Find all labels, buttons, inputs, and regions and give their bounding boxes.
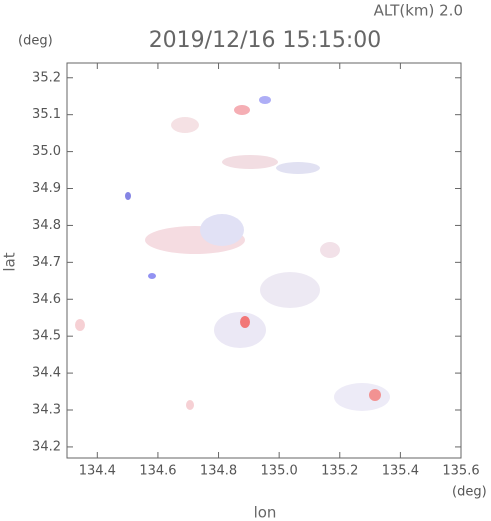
echo-blob xyxy=(222,155,278,169)
chart-title: 2019/12/16 15:15:00 xyxy=(149,28,382,53)
altitude: ALT(km) 2.0 xyxy=(374,2,463,20)
echo-blob xyxy=(171,117,199,133)
x-axis-label: lon xyxy=(254,504,277,521)
echo-field xyxy=(75,96,390,411)
echo-blob xyxy=(234,105,250,115)
echo-blob xyxy=(260,272,320,308)
x-tick-label: 134.6 xyxy=(139,464,176,479)
plot-frame xyxy=(66,62,462,459)
echo-blob xyxy=(369,389,381,401)
x-tick-label: 134.8 xyxy=(200,464,237,479)
echo-blob xyxy=(334,383,390,411)
y-tick-label: 34.9 xyxy=(32,181,61,196)
echo-blob xyxy=(259,96,271,104)
echo-blob xyxy=(200,214,244,246)
y-tick-label: 35.0 xyxy=(32,144,61,159)
y-tick-label: 35.2 xyxy=(32,70,61,85)
x-tick-label: 135.0 xyxy=(261,464,298,479)
y-tick-label: 34.6 xyxy=(32,292,61,307)
y-axis-label: lat xyxy=(1,252,19,271)
echo-blob xyxy=(148,273,156,279)
echo-blob xyxy=(125,192,131,200)
x-tick-label: 135.2 xyxy=(321,464,358,479)
echo-blob xyxy=(240,316,250,328)
y-tick-label: 35.1 xyxy=(32,107,61,122)
echo-blob xyxy=(320,242,340,258)
y-tick-label: 34.2 xyxy=(32,439,61,454)
x-tick-label: 135.4 xyxy=(382,464,419,479)
x-unit: (deg) xyxy=(452,485,487,500)
echo-blob xyxy=(276,162,320,174)
y-tick-label: 34.8 xyxy=(32,218,61,233)
echo-blob xyxy=(186,400,194,410)
x-tick-label: 134.4 xyxy=(79,464,116,479)
y-tick-label: 34.5 xyxy=(32,329,61,344)
echo-blob xyxy=(214,312,266,348)
y-tick-label: 34.7 xyxy=(32,255,61,270)
x-tick-label: 135.6 xyxy=(442,464,479,479)
echo-blob xyxy=(75,319,85,331)
y-tick-label: 34.4 xyxy=(32,366,61,381)
y-tick-label: 34.3 xyxy=(32,403,61,418)
y-unit: (deg) xyxy=(18,34,53,49)
